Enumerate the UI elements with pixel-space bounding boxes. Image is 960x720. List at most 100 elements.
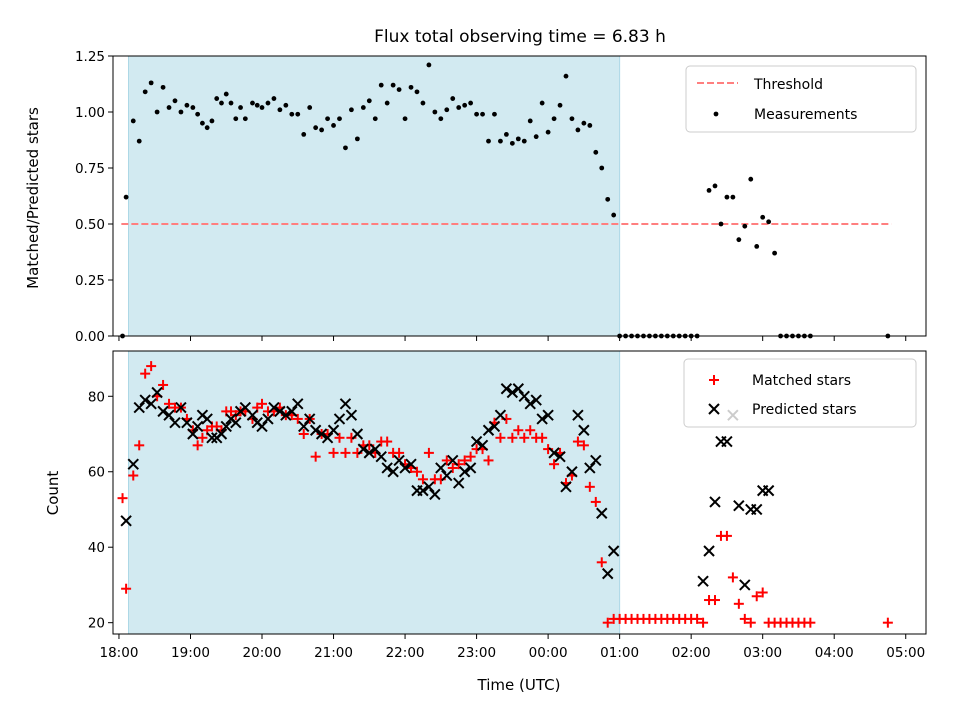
predicted-star-point <box>256 420 268 433</box>
measurement-point <box>283 102 289 108</box>
predicted-star-point <box>739 579 751 591</box>
measurement-point <box>190 105 196 110</box>
predicted-star-point <box>703 545 715 557</box>
measurement-point <box>204 125 210 131</box>
measurement-point <box>450 96 456 101</box>
top-y-tick-label: 1.00 <box>75 105 105 121</box>
matched-star-point <box>447 462 458 473</box>
measurement-point <box>366 98 372 104</box>
measurement-point <box>498 138 503 144</box>
measurement-point <box>527 118 533 124</box>
measurement-point <box>706 188 712 193</box>
bottom-x-tick-label: 20:00 <box>243 645 282 661</box>
measurement-point <box>545 129 551 135</box>
predicted-star-point <box>345 409 358 421</box>
predicted-star-point <box>381 462 393 474</box>
measurement-point <box>718 221 724 227</box>
matched-star-point <box>465 451 476 462</box>
bottom-x-tick-label: 19:00 <box>171 645 210 661</box>
bottom-x-tick-label: 22:00 <box>386 645 425 661</box>
measurement-point <box>521 138 527 144</box>
measurement-point <box>414 89 420 95</box>
matched-star-point <box>310 451 321 462</box>
measurement-point <box>509 140 515 146</box>
measurement-point <box>396 87 402 92</box>
predicted-star-point <box>566 466 578 478</box>
predicted-star-point <box>709 496 721 508</box>
measurement-point <box>130 118 136 124</box>
matched-stars-legend-label: Matched stars <box>752 373 851 389</box>
measurement-point <box>724 194 730 200</box>
bottom-x-tick-label: 00:00 <box>529 645 568 661</box>
predicted-star-point <box>542 409 554 421</box>
matched-star-point <box>596 557 607 568</box>
predicted-star-point <box>375 450 387 463</box>
predicted-star-point <box>191 420 204 433</box>
measurement-point <box>242 116 248 122</box>
predicted-star-point <box>429 488 441 501</box>
matched-star-point <box>257 398 268 409</box>
measurement-point <box>748 176 754 182</box>
measurement-point <box>233 116 239 122</box>
measurement-point <box>486 138 491 144</box>
measurement-point <box>754 244 760 249</box>
bottom-x-tick-label: 21:00 <box>314 645 353 661</box>
measurement-point <box>515 136 521 142</box>
matched-star-point <box>805 617 816 628</box>
matched-star-point <box>513 425 524 436</box>
matched-star-point <box>128 470 139 481</box>
measurement-point <box>254 102 260 108</box>
predicted-star-point <box>578 424 590 436</box>
top-y-tick-label: 0.75 <box>75 161 105 177</box>
measurement-point <box>178 109 184 115</box>
bottom-y-tick-label: 20 <box>88 616 105 632</box>
predicted-stars-points <box>120 383 775 591</box>
predicted-star-point <box>733 499 745 512</box>
matched-star-point <box>340 447 351 458</box>
bottom-y-tick-label: 60 <box>88 465 105 481</box>
matched-star-point <box>117 493 128 504</box>
measurement-point <box>468 100 474 106</box>
predicted-star-point <box>220 420 232 433</box>
predicted-star-point <box>417 484 429 497</box>
measurement-point <box>384 100 390 106</box>
measurement-point <box>148 80 154 86</box>
predicted-star-point <box>762 484 775 497</box>
measurement-point <box>575 127 581 133</box>
measurement-point <box>154 109 160 115</box>
predicted-star-point <box>458 466 471 478</box>
matched-star-point <box>525 425 536 436</box>
predicted-star-point <box>246 409 259 421</box>
predicted-star-point <box>133 401 145 414</box>
measurement-point <box>563 73 569 79</box>
top-chart-title: Flux total observing time = 6.83 h <box>374 27 666 47</box>
measurement-point <box>250 100 255 106</box>
measurements-legend-label: Measurements <box>754 107 857 123</box>
measurements-legend-swatch <box>713 111 719 117</box>
predicted-star-point <box>399 462 411 474</box>
matched-star-point <box>739 613 750 624</box>
predicted-star-point <box>321 432 334 444</box>
predicted-star-point <box>560 481 572 493</box>
predicted-star-point <box>280 409 292 421</box>
predicted-star-point <box>530 394 542 406</box>
predicted-star-point <box>139 394 151 406</box>
top-plot-frame <box>112 55 927 337</box>
matched-star-point <box>134 440 145 451</box>
measurement-point <box>223 91 229 97</box>
measurement-point <box>712 183 718 189</box>
predicted-star-point <box>268 401 280 414</box>
predicted-star-point <box>201 413 213 425</box>
predicted-star-point <box>596 507 608 519</box>
predicted-star-point <box>181 416 193 429</box>
bottom-plot-frame <box>112 350 927 635</box>
bottom-x-tick-label: 03:00 <box>743 645 782 661</box>
measurement-point <box>736 237 742 243</box>
top-y-tick-label: 0.25 <box>75 273 105 289</box>
predicted-star-point <box>470 435 483 448</box>
predicted-star-point <box>333 413 346 425</box>
matched-star-point <box>698 617 709 628</box>
matched-star-point <box>423 447 434 458</box>
matched-star-point <box>292 413 303 424</box>
